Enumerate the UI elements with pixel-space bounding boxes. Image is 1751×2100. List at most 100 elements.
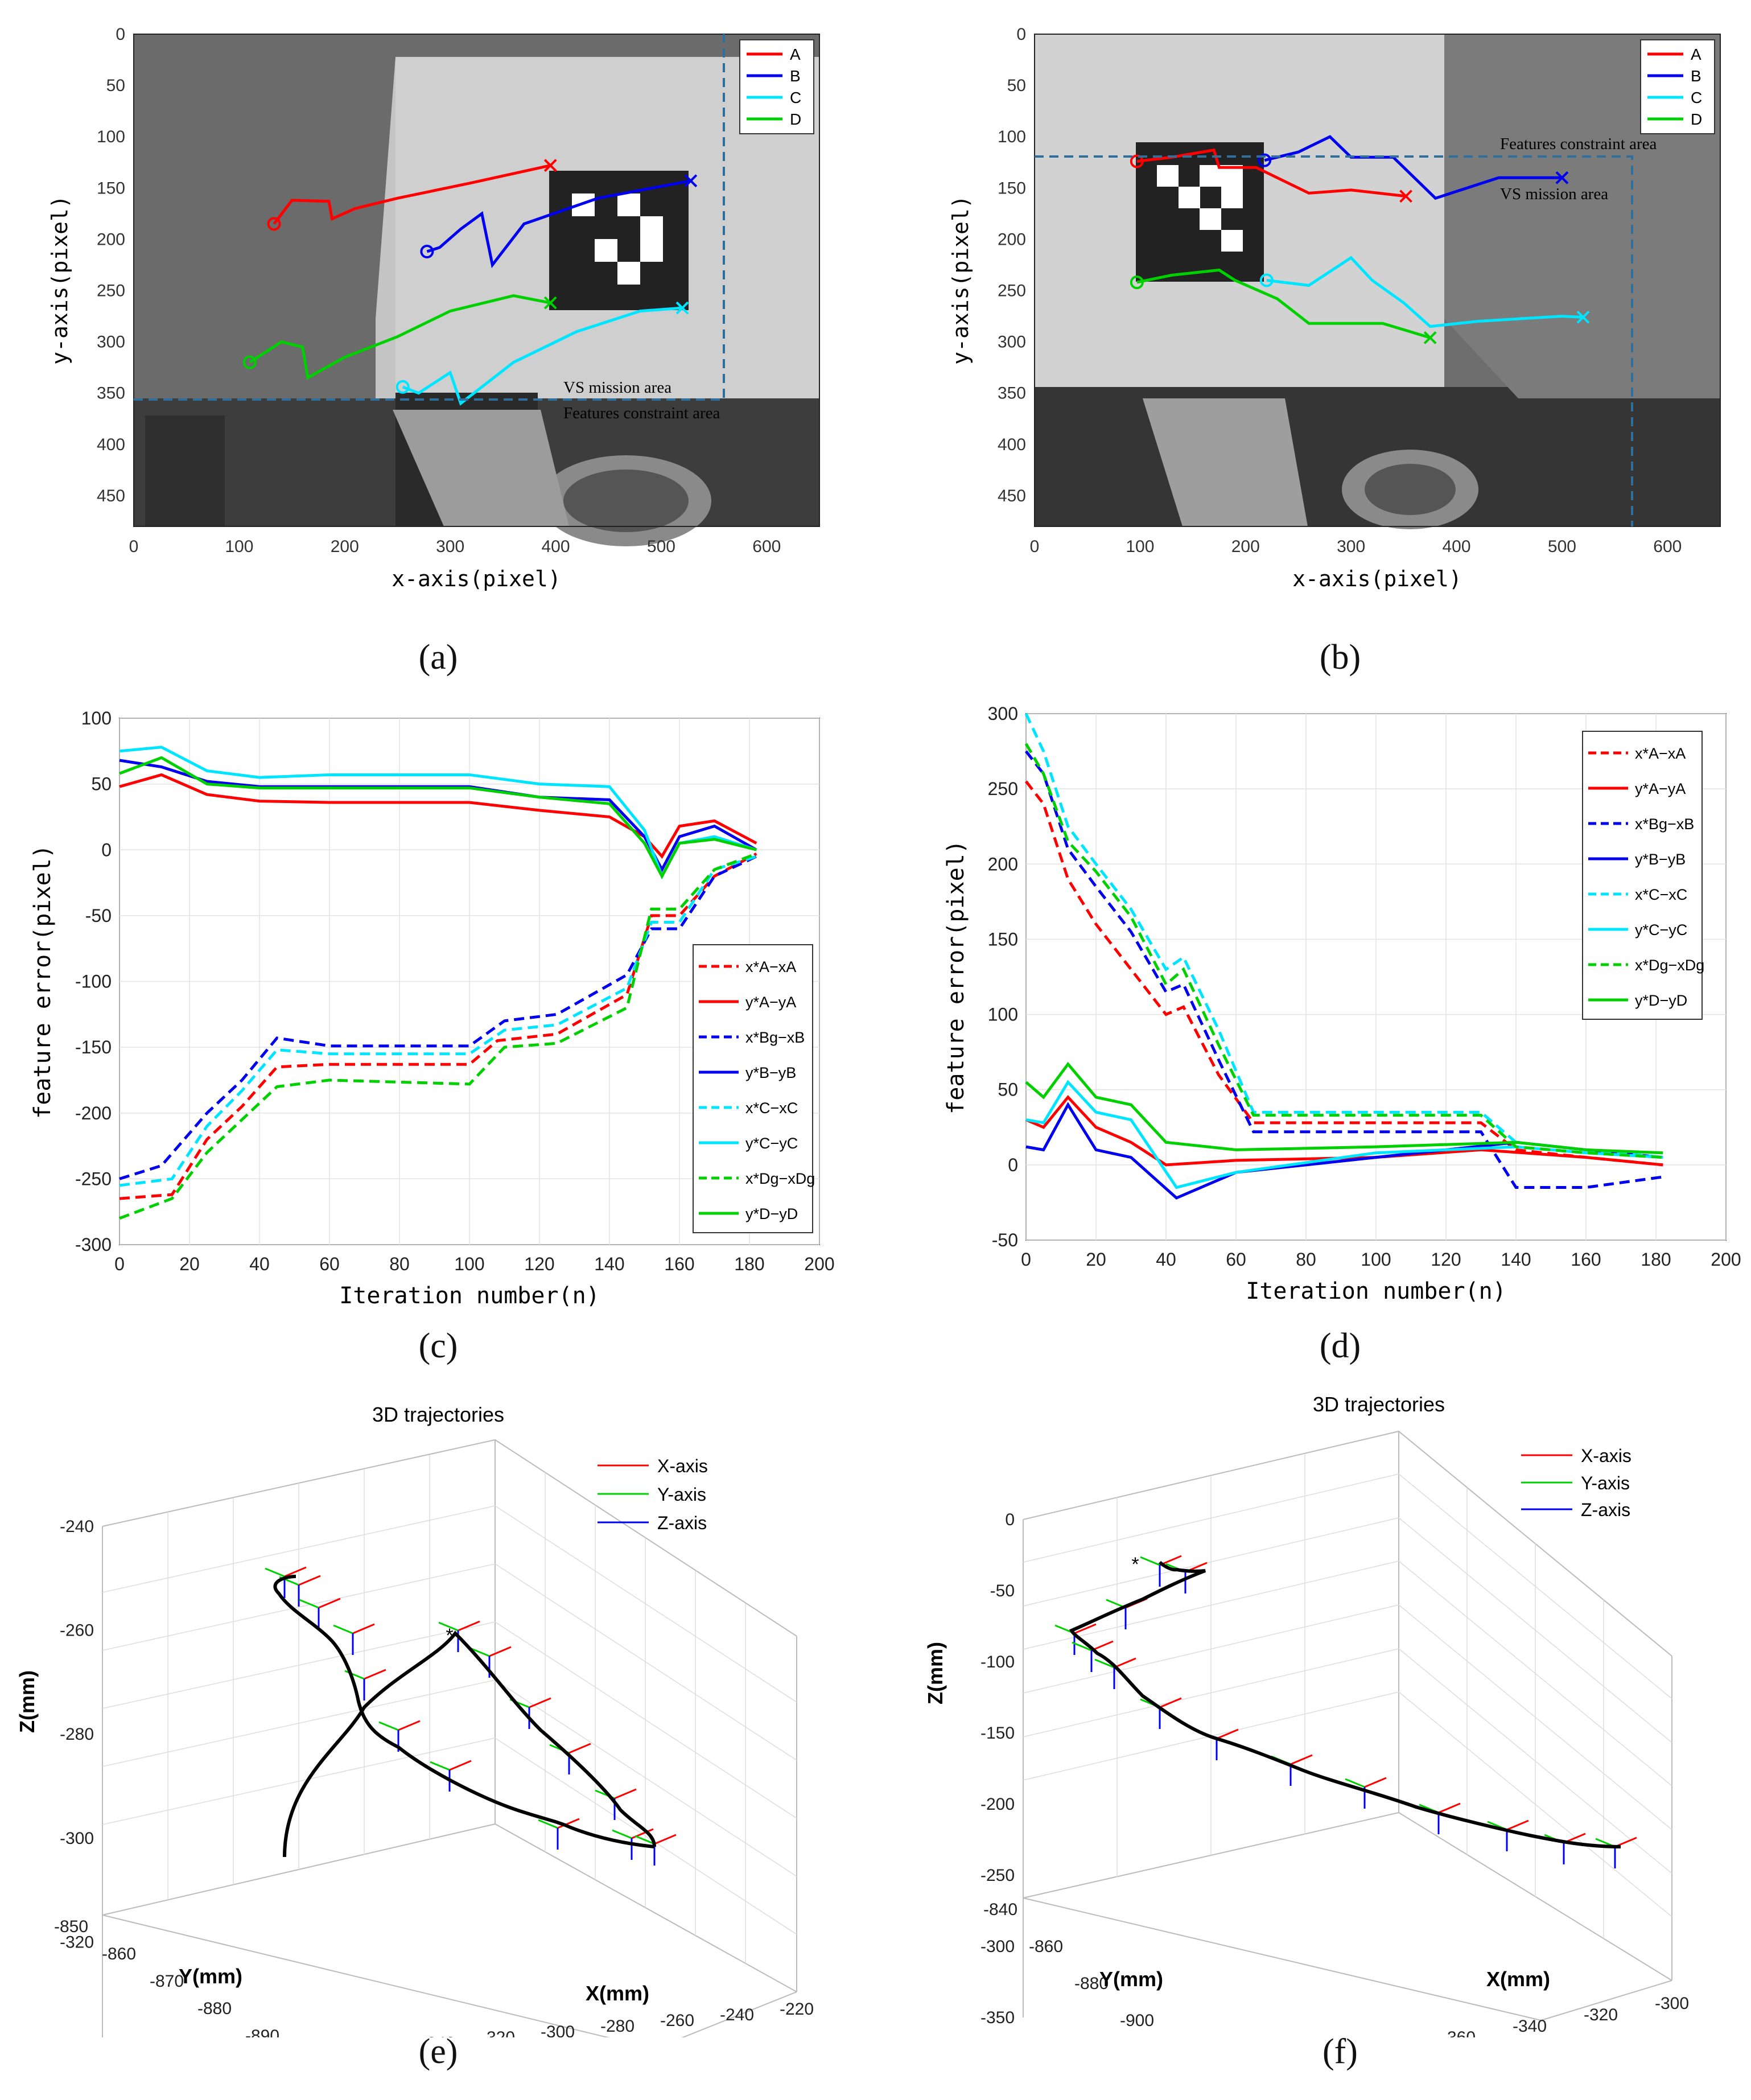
legend-label-4: x*C−xC [745,1100,798,1117]
legend-box [693,944,813,1233]
y-axis-label-a: y-axis(pixel) [47,195,72,364]
frame-y-axis [635,1835,655,1845]
legend-f-z: Z-axis [1581,1500,1630,1520]
axis-ticks-e: -240 -260 -280 -300 -320 -340 -850 -860 -870 -880… [54,1517,814,2037]
frame-y-axis [333,1624,353,1634]
y-tick-label: 0 [116,25,125,44]
start-circle-D [242,355,257,369]
frame-y-axis [1094,1658,1115,1669]
y-tick-label: 300 [97,333,125,352]
panel-f: 3D trajectories * X-axis Y-axis Z-axis 0… [924,1393,1689,2037]
title-f: 3D trajectories [1313,1393,1445,1416]
legend-box [1582,731,1703,1020]
caption-e: (e) [418,2032,458,2071]
caption-d: (d) [1319,1327,1361,1365]
y-tick-label: 450 [998,487,1026,505]
frame-y-axis [1072,1641,1092,1652]
z-tick-label: -300 [60,1829,94,1848]
y-tick-label: 300 [988,703,1018,724]
frame-x-axis [1091,1640,1114,1652]
x-tick-label: -220 [780,2000,814,2019]
frame-x-axis [352,1623,375,1634]
z-tick-label: -320 [60,1933,94,1951]
frame-x-axis [1114,1657,1136,1669]
series-line-6 [119,852,757,1220]
legend-e-y: Y-axis [657,1484,706,1505]
legend-label-4: x*C−xC [1635,886,1687,903]
frame-y-axis [1140,1556,1160,1566]
legend-label-A: A [790,46,801,63]
x-tick-label: 40 [249,1254,270,1274]
aruco-marker-a [549,171,689,310]
y-tick-label: 400 [998,435,1026,454]
x-tick-label: -340 [421,2034,455,2037]
end-cross-B [684,174,698,188]
trajectories-b [1130,135,1590,344]
legend-label-C: C [790,89,801,106]
axis-ticks-b: 0 100 200 300 400 500 600 0 50 100 150 200 250 300 350… [998,25,1682,556]
y-tick-label: 100 [988,1004,1018,1025]
x-tick-label: 160 [1571,1249,1601,1270]
x-tick-label: 120 [1431,1249,1461,1270]
frame-x-axis [1506,1819,1529,1831]
legend-label-1: y*A−yA [745,994,796,1011]
x-tick-label: 200 [1711,1249,1741,1270]
x-tick-label: 180 [734,1254,764,1274]
camera-image-a [134,34,819,546]
constraint-boundary-a [134,34,725,401]
x-axis-label-d: Iteration number(n) [1246,1278,1506,1304]
x-tick-label: 80 [1296,1249,1316,1270]
trajectory-C [402,306,683,406]
start-marker-e: * [446,1625,453,1646]
legend-label-2: x*Bg−xB [745,1029,805,1046]
trajectory-B [426,179,691,269]
x-tick-label: -340 [1513,2017,1547,2036]
y-tick-label: 450 [97,487,125,505]
series-line-6 [1024,743,1663,1159]
trajectory-A [273,164,551,225]
x-tick-label: 500 [647,537,675,556]
series-line-0 [119,852,757,1200]
x-tick-label: 180 [1641,1249,1671,1270]
axis-ticks-d: 0 20 40 60 80 100 120 140 160 180 200 300 250 200 150 1… [988,703,1741,1270]
y-tick-label: 50 [106,76,125,95]
pose-frames-e [265,1566,677,1866]
legend-label-B: B [1691,67,1701,85]
x-tick-label: 100 [225,537,253,556]
error-lines-c [119,746,757,1220]
y-tick-label: 400 [97,435,125,454]
frame-x-axis [1159,1697,1182,1708]
trajectories-a [242,159,698,406]
panel-d: 0 20 40 60 80 100 120 140 160 180 200 300 250 200 150 1… [943,703,1741,1304]
aruco-marker-b [1136,142,1264,282]
x-axis-label-e: X(mm) [586,1982,649,2005]
grid-f [1023,1453,1672,1938]
frame-y-axis [344,1670,365,1680]
series-line-0 [1025,780,1663,1167]
legend-label-3: y*B−yB [1635,851,1686,868]
x-axis-label-f: X(mm) [1486,1967,1550,1991]
z-tick-label: -200 [980,1795,1015,1814]
x-tick-label: 0 [1021,1249,1031,1270]
y-tick-label: -890 [245,2027,279,2037]
y-tick-label: 250 [998,282,1026,300]
legend-label-D: D [790,110,801,128]
x-tick-label: 200 [1231,537,1260,556]
x-tick-label: 20 [179,1254,200,1274]
legend-label-7: y*D−yD [1635,992,1687,1009]
y-tick-label: 250 [97,282,125,300]
x-tick-label: 400 [1443,537,1471,556]
end-cross-A [1399,190,1412,203]
x-tick-label: 160 [664,1254,694,1274]
start-circle-B [1258,153,1272,167]
axis-ticks-a: 0 100 200 300 400 500 600 0 50 100 150 200 250 300 350… [97,25,781,556]
y-tick-label: -150 [75,1037,112,1057]
axes-box-f [1023,1430,1672,2021]
y-tick-label: 100 [81,708,112,728]
y-tick-label: 0 [101,839,112,860]
start-circle-A [267,217,281,231]
y-tick-label: 200 [97,230,125,249]
y-axis-label-e: Y(mm) [179,1965,242,1988]
y-tick-label: -850 [54,1917,88,1936]
legend-label-1: y*A−yA [1635,780,1686,797]
